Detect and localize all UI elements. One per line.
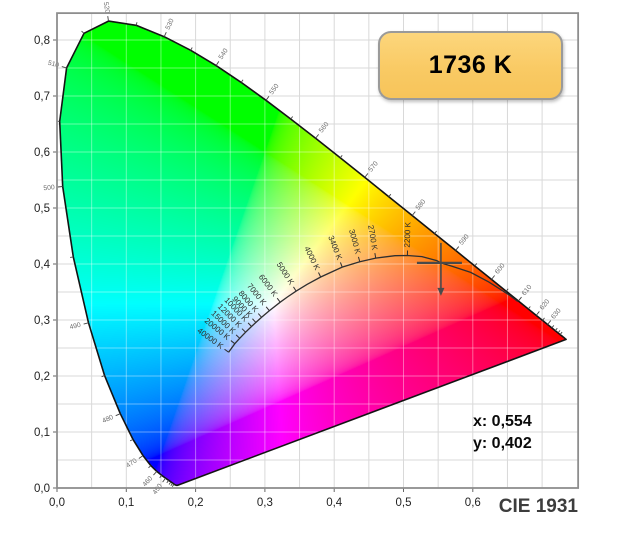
wavelength-label: 610: [521, 284, 534, 297]
wavelength-label: 630: [550, 307, 563, 320]
temperature-label: 2200 K: [403, 221, 413, 247]
cct-badge: 1736 K: [378, 31, 563, 100]
temperature-label: 3400 K: [326, 234, 344, 262]
wavelength-label: 510: [47, 60, 60, 70]
wavelength-label: 490: [69, 322, 82, 332]
spectral-locus-outline: [58, 20, 567, 487]
wavelength-label: 570: [367, 160, 380, 173]
cct-badge-label: 1736 K: [428, 51, 513, 79]
marker-crosshair: [416, 242, 462, 296]
wavelength-label: 470: [125, 457, 138, 469]
wavelength-label: 480: [101, 414, 114, 425]
readout-x: x: 0,554: [473, 413, 532, 430]
wavelength-label: 520: [102, 2, 111, 14]
wavelength-label: 530: [165, 18, 176, 31]
wavelength-label: 500: [43, 184, 55, 192]
wavelength-label: 600: [494, 262, 507, 275]
wavelength-label: 620: [539, 298, 552, 311]
xy-readout: x: 0,554 y: 0,402: [473, 411, 532, 455]
diagram-caption: CIE 1931: [498, 496, 578, 517]
temperature-label: 2700 K: [366, 224, 379, 251]
readout-y: y: 0,402: [473, 435, 532, 452]
wavelength-label: 580: [415, 198, 428, 211]
wavelength-label: 450: [152, 483, 164, 496]
marker-arrow-icon: [437, 287, 445, 296]
plot-border: [56, 12, 580, 489]
wavelength-label: 540: [218, 47, 230, 61]
wavelength-label: 590: [458, 233, 471, 246]
wavelength-label: 560: [318, 121, 331, 134]
wavelength-label: 550: [268, 83, 281, 96]
temperature-label: 3000 K: [347, 228, 363, 255]
wavelength-label: 460: [142, 475, 155, 488]
temperature-label: 4000 K: [302, 245, 322, 272]
